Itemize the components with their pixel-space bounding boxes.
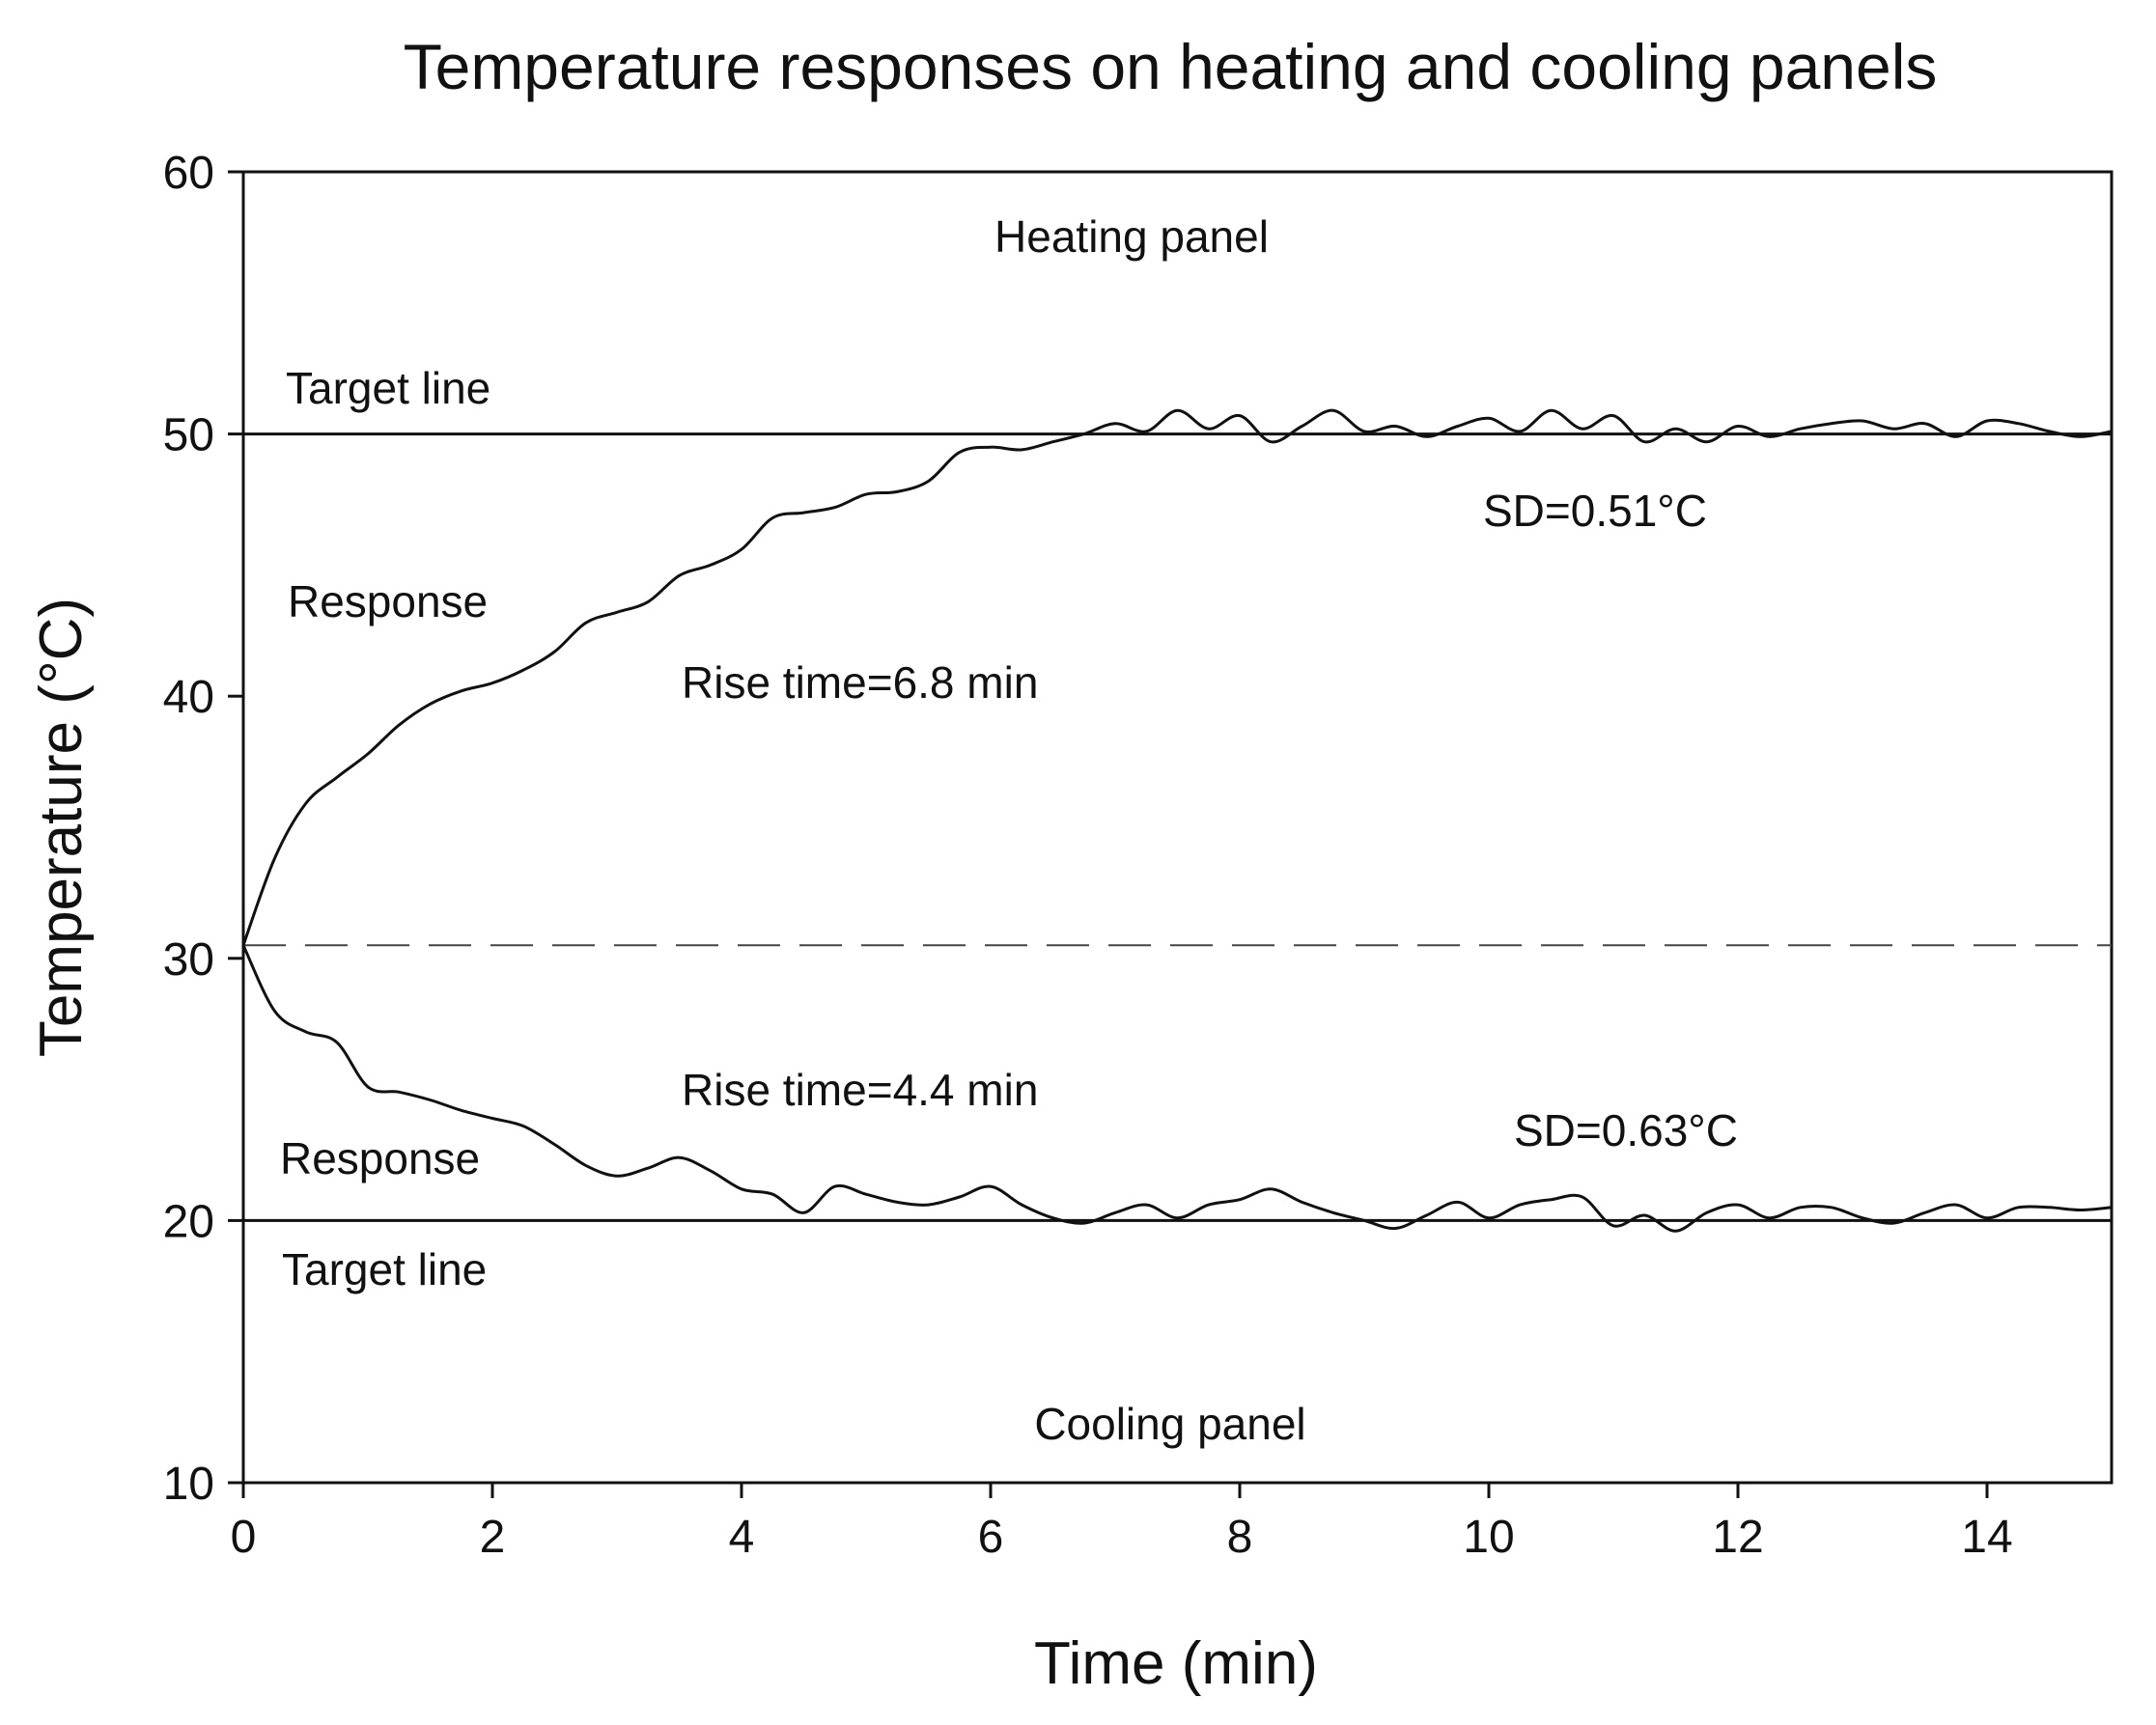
x-tick-label: 4 <box>729 1512 755 1563</box>
y-tick-label: 20 <box>163 1196 214 1247</box>
y-tick-label: 10 <box>163 1459 214 1510</box>
plot-area <box>241 170 2114 1485</box>
cooling-sd-label: SD=0.63°C <box>1514 1105 1738 1155</box>
chart-title: Temperature responses on heating and coo… <box>404 31 1938 102</box>
cooling-response-label: Response <box>280 1133 480 1183</box>
x-tick-label: 10 <box>1463 1512 1514 1563</box>
y-tick-label: 50 <box>163 410 214 461</box>
x-tick-label: 0 <box>231 1512 257 1563</box>
x-tick-label: 8 <box>1227 1512 1253 1563</box>
x-tick-label: 12 <box>1712 1512 1763 1563</box>
cooling-target-label: Target line <box>282 1244 487 1294</box>
reference-lines <box>243 432 2112 1222</box>
y-axis-title: Temperature (°C) <box>28 598 95 1057</box>
x-tick-label: 6 <box>978 1512 1004 1563</box>
heating-rise-time-label: Rise time=6.8 min <box>682 657 1038 708</box>
heating-response-label: Response <box>288 576 488 626</box>
y-axis-ticks: 10 20 30 40 50 60 <box>163 148 243 1510</box>
cooling-panel-label: Cooling panel <box>1034 1399 1305 1449</box>
heating-sd-label: SD=0.51°C <box>1483 486 1707 536</box>
cooling-response-line <box>241 943 2114 1233</box>
series-lines <box>241 408 2114 1233</box>
y-tick-label: 30 <box>163 934 214 986</box>
x-axis-title: Time (min) <box>1034 1630 1318 1697</box>
x-tick-label: 2 <box>480 1512 506 1563</box>
plot-frame <box>241 170 2114 1485</box>
y-tick-label: 40 <box>163 672 214 723</box>
x-axis-ticks: 0 2 4 6 8 10 12 14 <box>231 1483 2013 1563</box>
heating-response-line <box>241 408 2114 947</box>
y-tick-label: 60 <box>163 148 214 199</box>
cooling-rise-time-label: Rise time=4.4 min <box>682 1065 1038 1115</box>
x-tick-label: 14 <box>1961 1512 2012 1563</box>
heating-panel-label: Heating panel <box>994 211 1269 262</box>
heating-target-label: Target line <box>286 363 490 413</box>
